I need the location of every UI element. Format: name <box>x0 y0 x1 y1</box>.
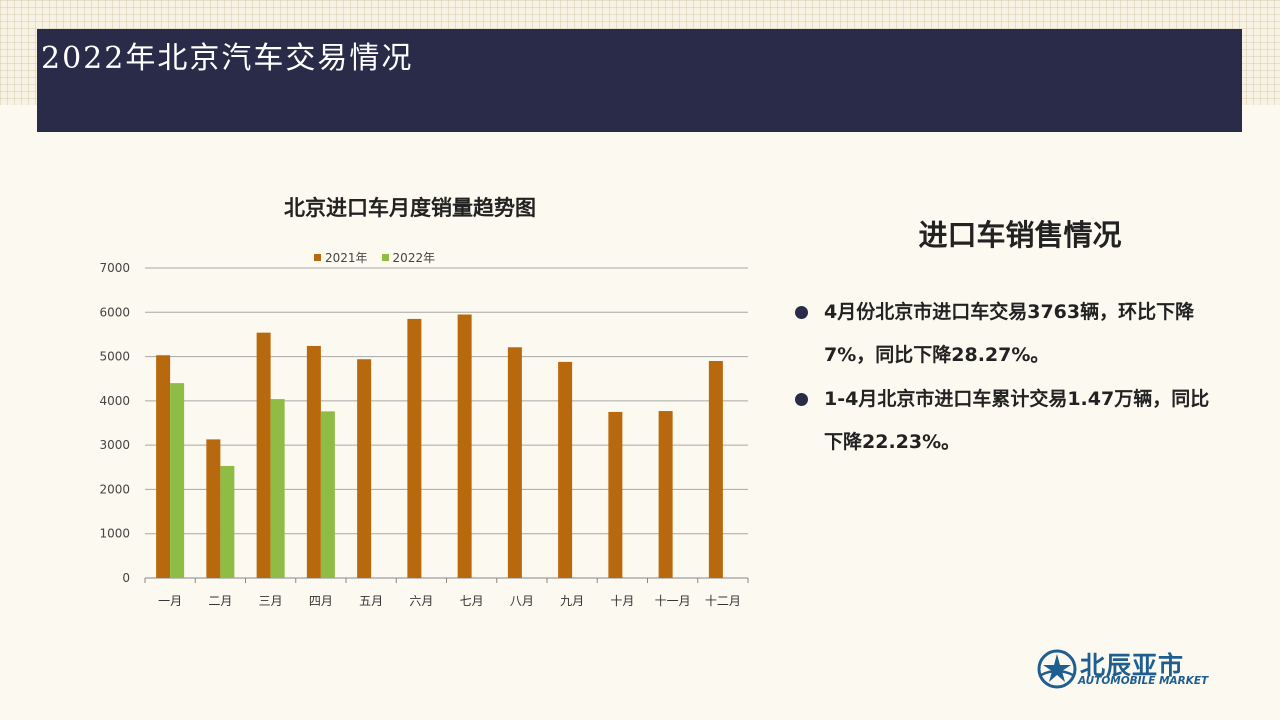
bar-2021年-六月 <box>407 318 422 578</box>
title-bar <box>37 29 1242 132</box>
legend-label-2022: 2022年 <box>392 251 436 265</box>
bar-2021年-一月 <box>156 355 171 578</box>
legend-swatch-2022 <box>381 254 389 261</box>
bar-2021年-十月 <box>608 411 623 578</box>
x-tick-label: 八月 <box>510 594 534 608</box>
legend-label-2021: 2021年 <box>325 251 368 265</box>
x-tick-label: 六月 <box>409 594 433 608</box>
y-tick-label: 7000 <box>99 261 130 275</box>
bullet-item-1: 4月份北京市进口车交易3763辆，环比下降7%，同比下降28.27%。 <box>795 291 1225 377</box>
x-tick-label: 十二月 <box>705 594 741 608</box>
side-panel-title: 进口车销售情况 <box>918 218 1122 252</box>
bullet-dot-icon <box>795 393 808 406</box>
x-tick-label: 一月 <box>158 594 182 608</box>
y-tick-label: 6000 <box>99 305 130 319</box>
y-tick-label: 5000 <box>99 350 130 364</box>
star-wheel-icon <box>1037 649 1077 689</box>
bar-2022年-四月 <box>320 411 335 578</box>
bar-2022年-一月 <box>170 383 185 578</box>
x-tick-label: 十月 <box>610 594 634 608</box>
bar-2022年-三月 <box>270 399 285 578</box>
page-title: 2022年北京汽车交易情况 <box>41 41 414 76</box>
bar-2021年-四月 <box>306 345 321 578</box>
x-tick-label: 四月 <box>309 594 333 608</box>
bar-2021年-三月 <box>256 332 271 578</box>
x-tick-label: 二月 <box>208 594 232 608</box>
x-tick-label: 七月 <box>460 594 484 608</box>
bullet-dot-icon <box>795 306 808 319</box>
bar-2021年-十一月 <box>658 411 673 578</box>
y-tick-label: 2000 <box>99 482 130 496</box>
bar-2021年-九月 <box>558 361 573 578</box>
logo-english-text: AUTOMOBILE MARKET <box>1078 675 1209 687</box>
legend-item-2022: 2022年 <box>381 249 436 266</box>
chart-legend: 2021年 2022年 <box>314 249 435 266</box>
x-tick-label: 九月 <box>560 594 584 608</box>
chart-title: 北京进口车月度销量趋势图 <box>284 196 536 220</box>
x-tick-label: 五月 <box>359 594 383 608</box>
bullet-item-2: 1-4月北京市进口车累计交易1.47万辆，同比下降22.23%。 <box>795 378 1225 464</box>
y-tick-label: 0 <box>122 571 130 585</box>
y-tick-label: 3000 <box>99 438 130 452</box>
x-tick-label: 十一月 <box>655 594 691 608</box>
legend-swatch-2021 <box>314 254 321 261</box>
bar-2021年-八月 <box>507 347 522 578</box>
y-tick-label: 4000 <box>99 394 130 408</box>
x-tick-label: 三月 <box>259 594 283 608</box>
company-logo: 北辰亚市 AUTOMOBILE MARKET <box>1037 646 1212 694</box>
bar-2021年-七月 <box>457 314 472 578</box>
bar-2021年-五月 <box>357 359 372 578</box>
bar-2021年-二月 <box>206 439 221 578</box>
bullet-text-2: 1-4月北京市进口车累计交易1.47万辆，同比下降22.23%。 <box>824 388 1210 453</box>
bar-2021年-十二月 <box>708 361 723 578</box>
bullet-text-1: 4月份北京市进口车交易3763辆，环比下降7%，同比下降28.27%。 <box>824 301 1195 366</box>
bar-2022年-二月 <box>220 465 235 578</box>
legend-item-2021: 2021年 <box>314 249 368 266</box>
y-tick-label: 1000 <box>99 527 130 541</box>
logo-chinese-text: 北辰亚市 <box>1080 651 1185 680</box>
